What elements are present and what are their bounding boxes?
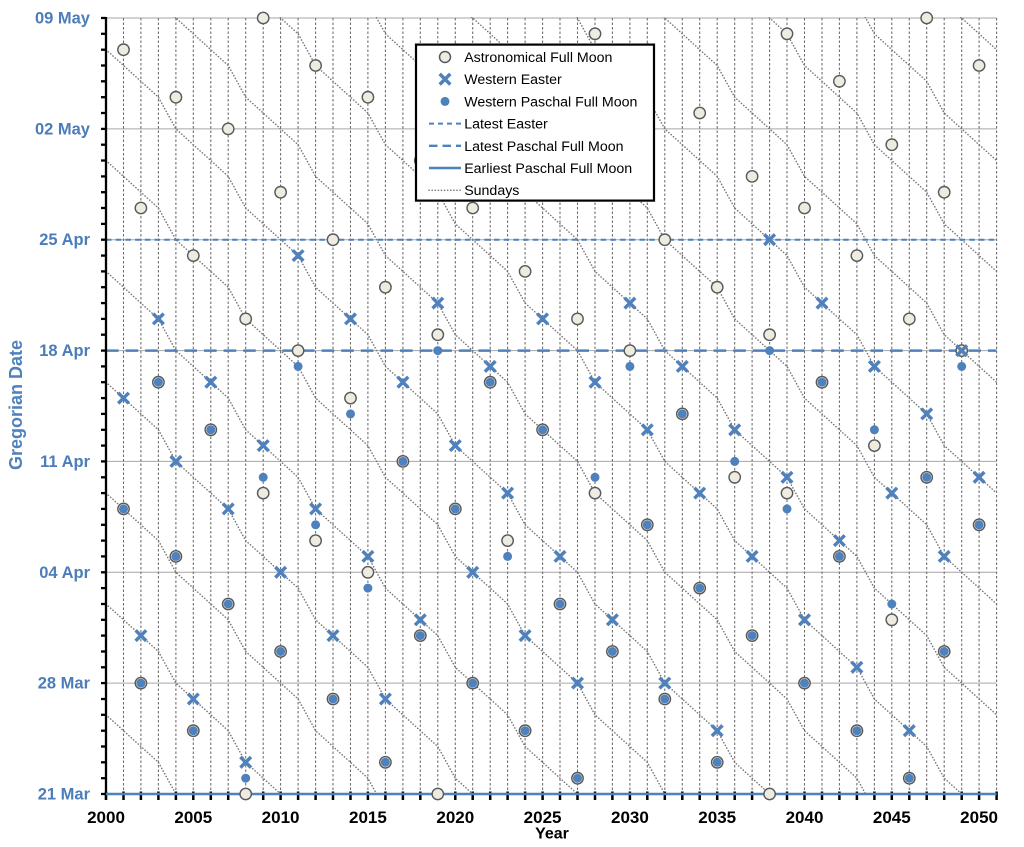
svg-text:Year: Year [535,826,569,843]
svg-text:Western Paschal Full Moon: Western Paschal Full Moon [464,94,637,110]
svg-text:Astronomical Full Moon: Astronomical Full Moon [464,50,612,66]
svg-text:2050: 2050 [960,808,998,827]
svg-text:2010: 2010 [262,808,300,827]
svg-text:Latest Paschal Full Moon: Latest Paschal Full Moon [464,139,623,155]
svg-text:04 Apr: 04 Apr [39,564,90,582]
svg-text:28 Mar: 28 Mar [38,675,91,693]
svg-text:Gregorian Date: Gregorian Date [6,340,26,470]
svg-text:2005: 2005 [174,808,212,827]
svg-text:25 Apr: 25 Apr [39,231,90,249]
svg-text:21 Mar: 21 Mar [38,786,91,804]
svg-text:09 May: 09 May [35,10,91,28]
svg-text:18 Apr: 18 Apr [39,342,90,360]
svg-text:Latest Easter: Latest Easter [464,117,548,133]
svg-text:2040: 2040 [786,808,824,827]
svg-text:Western Easter: Western Easter [464,72,562,88]
svg-text:2020: 2020 [436,808,474,827]
svg-text:2015: 2015 [349,808,387,827]
svg-text:2025: 2025 [524,808,562,827]
svg-text:Earliest Paschal Full Moon: Earliest Paschal Full Moon [464,161,632,177]
svg-text:11 Apr: 11 Apr [40,453,90,471]
svg-text:2030: 2030 [611,808,649,827]
svg-text:02 May: 02 May [35,120,91,138]
svg-text:2035: 2035 [698,808,736,827]
svg-text:Sundays: Sundays [464,183,519,199]
svg-text:2000: 2000 [87,808,125,827]
svg-text:2045: 2045 [873,808,911,827]
